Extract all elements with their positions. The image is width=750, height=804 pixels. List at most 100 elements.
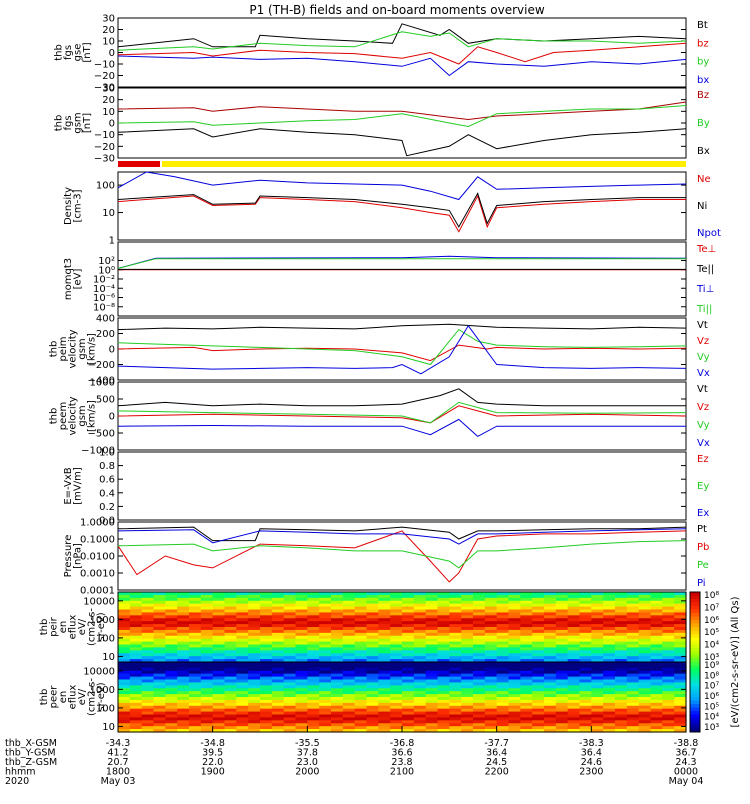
ion-spectrogram-cell [165,650,178,654]
electron-spectrogram-cell [129,717,143,721]
electron-spectrogram-cell [473,685,486,689]
ion-spectrogram-cell [437,621,450,625]
electron-spectrogram-cell [200,679,214,684]
electron-spectrogram-cell [118,717,131,721]
ion-spectrogram-cell [129,641,143,646]
ylabel-line: thb [39,619,50,636]
ytick-label: 0 [109,345,115,356]
legend-electron-velocity-3: Vx [697,438,710,449]
ion-spectrogram-cell [591,641,604,646]
electron-spectrogram-cell [189,705,202,710]
ion-spectrogram-cell [366,656,379,660]
ion-spectrogram-cell [508,609,521,614]
electron-spectrogram-cell [153,664,166,669]
ion-spectrogram-cell [520,647,533,651]
electron-spectrogram-cell [224,726,237,730]
ion-spectrogram-cell [603,650,616,654]
electron-spectrogram-cell [650,676,663,681]
ion-spectrogram-cell [224,606,237,611]
electron-spectrogram-cell [591,662,604,666]
ion-spectrogram-cell [437,600,450,605]
colorbar-label-top: 10⁴ [704,641,719,651]
ion-spectrogram-cell [650,638,663,643]
ion-spectrogram-cell [674,641,687,646]
ion-spectrogram-cell [118,612,131,616]
electron-spectrogram-cell [461,673,474,678]
ion-spectrogram-cell [413,632,427,637]
ion-spectrogram-cell [591,618,604,622]
electron-spectrogram-cell [555,714,569,719]
ion-spectrogram-cell [638,650,652,654]
ylabel-line: eflux [68,615,79,640]
footer-value: 36.4 [486,748,507,759]
electron-spectrogram-cell [319,702,332,707]
electron-spectrogram-cell [579,723,592,727]
legend-electron-velocity-0: Vt [697,384,708,395]
legend-fgs-gse-3: bx [697,75,709,86]
electron-spectrogram-cell [626,664,640,669]
electron-spectrogram-cell [437,694,450,698]
ion-spectrogram-cell [390,650,403,654]
ion-spectrogram-cell [496,618,510,622]
ion-spectrogram-cell [260,650,273,654]
footer-value: 22.0 [202,757,223,768]
electron-spectrogram-cell [555,711,569,716]
electron-spectrogram-cell [260,717,273,721]
ion-spectrogram-cell [177,641,190,646]
ylabel-line: (cm2-s- [87,608,98,646]
ion-spectrogram-cell [319,609,332,614]
electron-spectrogram-cell [212,714,226,719]
electron-spectrogram-cell [544,676,557,681]
ion-spectrogram-cell [295,621,308,625]
ylabel-line: eV/ [77,688,88,705]
electron-spectrogram-cell [236,711,249,716]
electron-spectrogram-cell [626,673,640,678]
ion-spectrogram-cell [177,621,190,625]
electron-spectrogram-cell [153,729,166,733]
ytick-label: −20 [94,142,115,153]
ion-spectrogram-cell [189,632,202,637]
ion-spectrogram-cell [118,615,131,619]
legend-fgs-gse-1: bz [697,38,709,49]
electron-spectrogram-cell [402,726,415,730]
electron-spectrogram-cell [402,697,415,701]
ion-spectrogram-cell [189,641,202,646]
series-fgs-gse-1 [117,42,687,65]
ion-spectrogram-cell [484,621,498,625]
ion-spectrogram-cell [141,603,155,608]
electron-spectrogram-cell [331,717,344,721]
electron-spectrogram-cell [461,694,474,698]
ion-spectrogram-cell [260,615,273,619]
electron-spectrogram-cell [319,688,332,692]
ion-spectrogram-cell [248,612,261,616]
electron-spectrogram-cell [425,699,439,704]
ion-spectrogram-cell [307,597,320,602]
ion-spectrogram-cell [520,632,533,637]
electron-spectrogram-cell [402,723,415,727]
ion-spectrogram-cell [662,615,675,619]
ion-spectrogram-cell [567,641,581,646]
ion-spectrogram-cell [236,656,249,660]
ion-spectrogram-cell [378,624,391,628]
ylabel-line: velocity [68,329,79,368]
footer-value: 39.5 [202,748,223,759]
electron-spectrogram-cell [532,720,545,724]
electron-spectrogram-cell [567,717,581,721]
ion-spectrogram-cell [437,641,450,646]
electron-spectrogram-cell [662,667,675,672]
electron-spectrogram-cell [342,662,356,666]
electron-spectrogram-cell [674,723,687,727]
electron-spectrogram-cell [354,670,368,675]
electron-spectrogram-cell [544,691,557,695]
electron-spectrogram-cell [153,714,166,719]
ion-spectrogram-cell [165,647,178,651]
electron-spectrogram-cell [473,667,486,672]
ion-spectrogram-cell [366,600,379,605]
ion-spectrogram-cell [212,629,226,634]
ion-spectrogram-cell [496,656,510,660]
electron-spectrogram-cell [129,664,143,669]
electron-spectrogram-cell [378,679,391,684]
ion-spectrogram-cell [413,615,427,619]
ion-spectrogram-cell [366,618,379,622]
colorbar-label-bottom: 10⁸ [704,671,719,681]
